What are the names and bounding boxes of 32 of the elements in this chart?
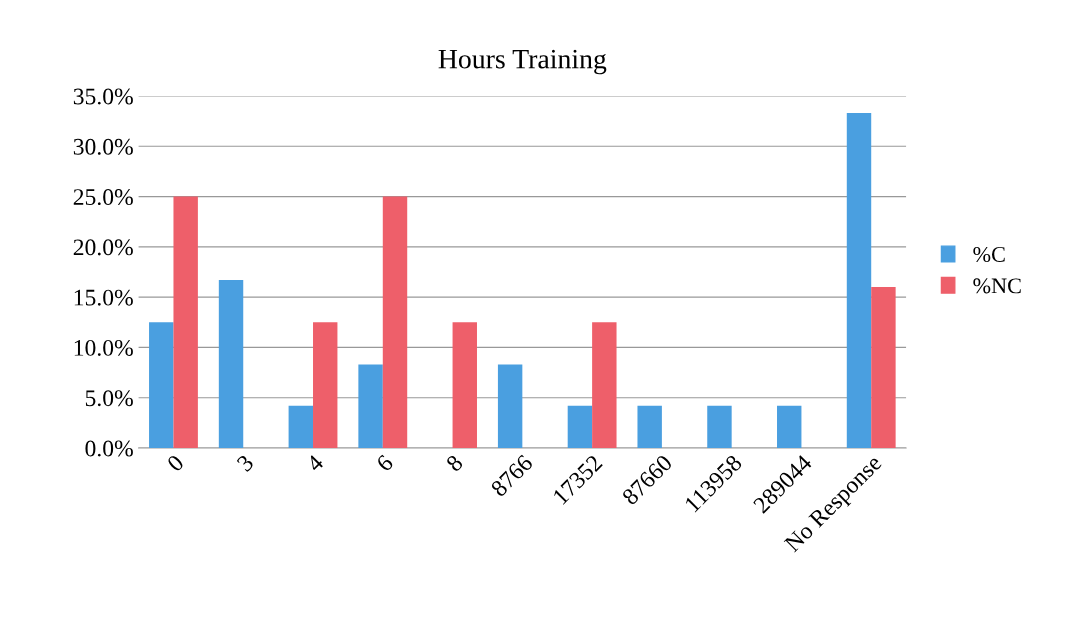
- y-tick-label: 35.0%: [73, 88, 133, 105]
- y-tick-label: 25.0%: [73, 189, 133, 206]
- bar: [452, 322, 477, 448]
- legend-label: %NC: [973, 278, 1021, 294]
- bar: [288, 405, 314, 448]
- x-tick-label: 6: [375, 453, 395, 473]
- bar: [777, 405, 802, 448]
- x-tick-label: 0: [166, 453, 185, 473]
- y-tick-label: 10.0%: [74, 339, 133, 356]
- bar: [497, 364, 523, 448]
- y-tick-label: 20.0%: [73, 239, 133, 256]
- x-tick-label: 8: [445, 453, 464, 473]
- bar: [592, 322, 617, 448]
- bar: [567, 405, 593, 448]
- x-tick-label: 4: [305, 453, 325, 473]
- bar: [637, 405, 662, 448]
- bar: [358, 364, 383, 448]
- y-tick-label: 5.0%: [85, 390, 133, 407]
- bar: [871, 287, 896, 448]
- y-tick-label: 0.0%: [85, 440, 133, 457]
- legend-label: %C: [973, 246, 1005, 262]
- bar: [707, 405, 732, 448]
- x-tick-label: 3: [236, 454, 255, 473]
- bar: [382, 196, 408, 448]
- bar: [149, 322, 174, 448]
- bar: [313, 322, 338, 448]
- y-tick-label: 15.0%: [74, 289, 133, 306]
- chart-title: Hours Training: [438, 49, 607, 75]
- bar: [846, 113, 872, 448]
- bar: [173, 196, 198, 448]
- bar: [218, 280, 244, 448]
- y-tick-label: 30.0%: [73, 138, 133, 155]
